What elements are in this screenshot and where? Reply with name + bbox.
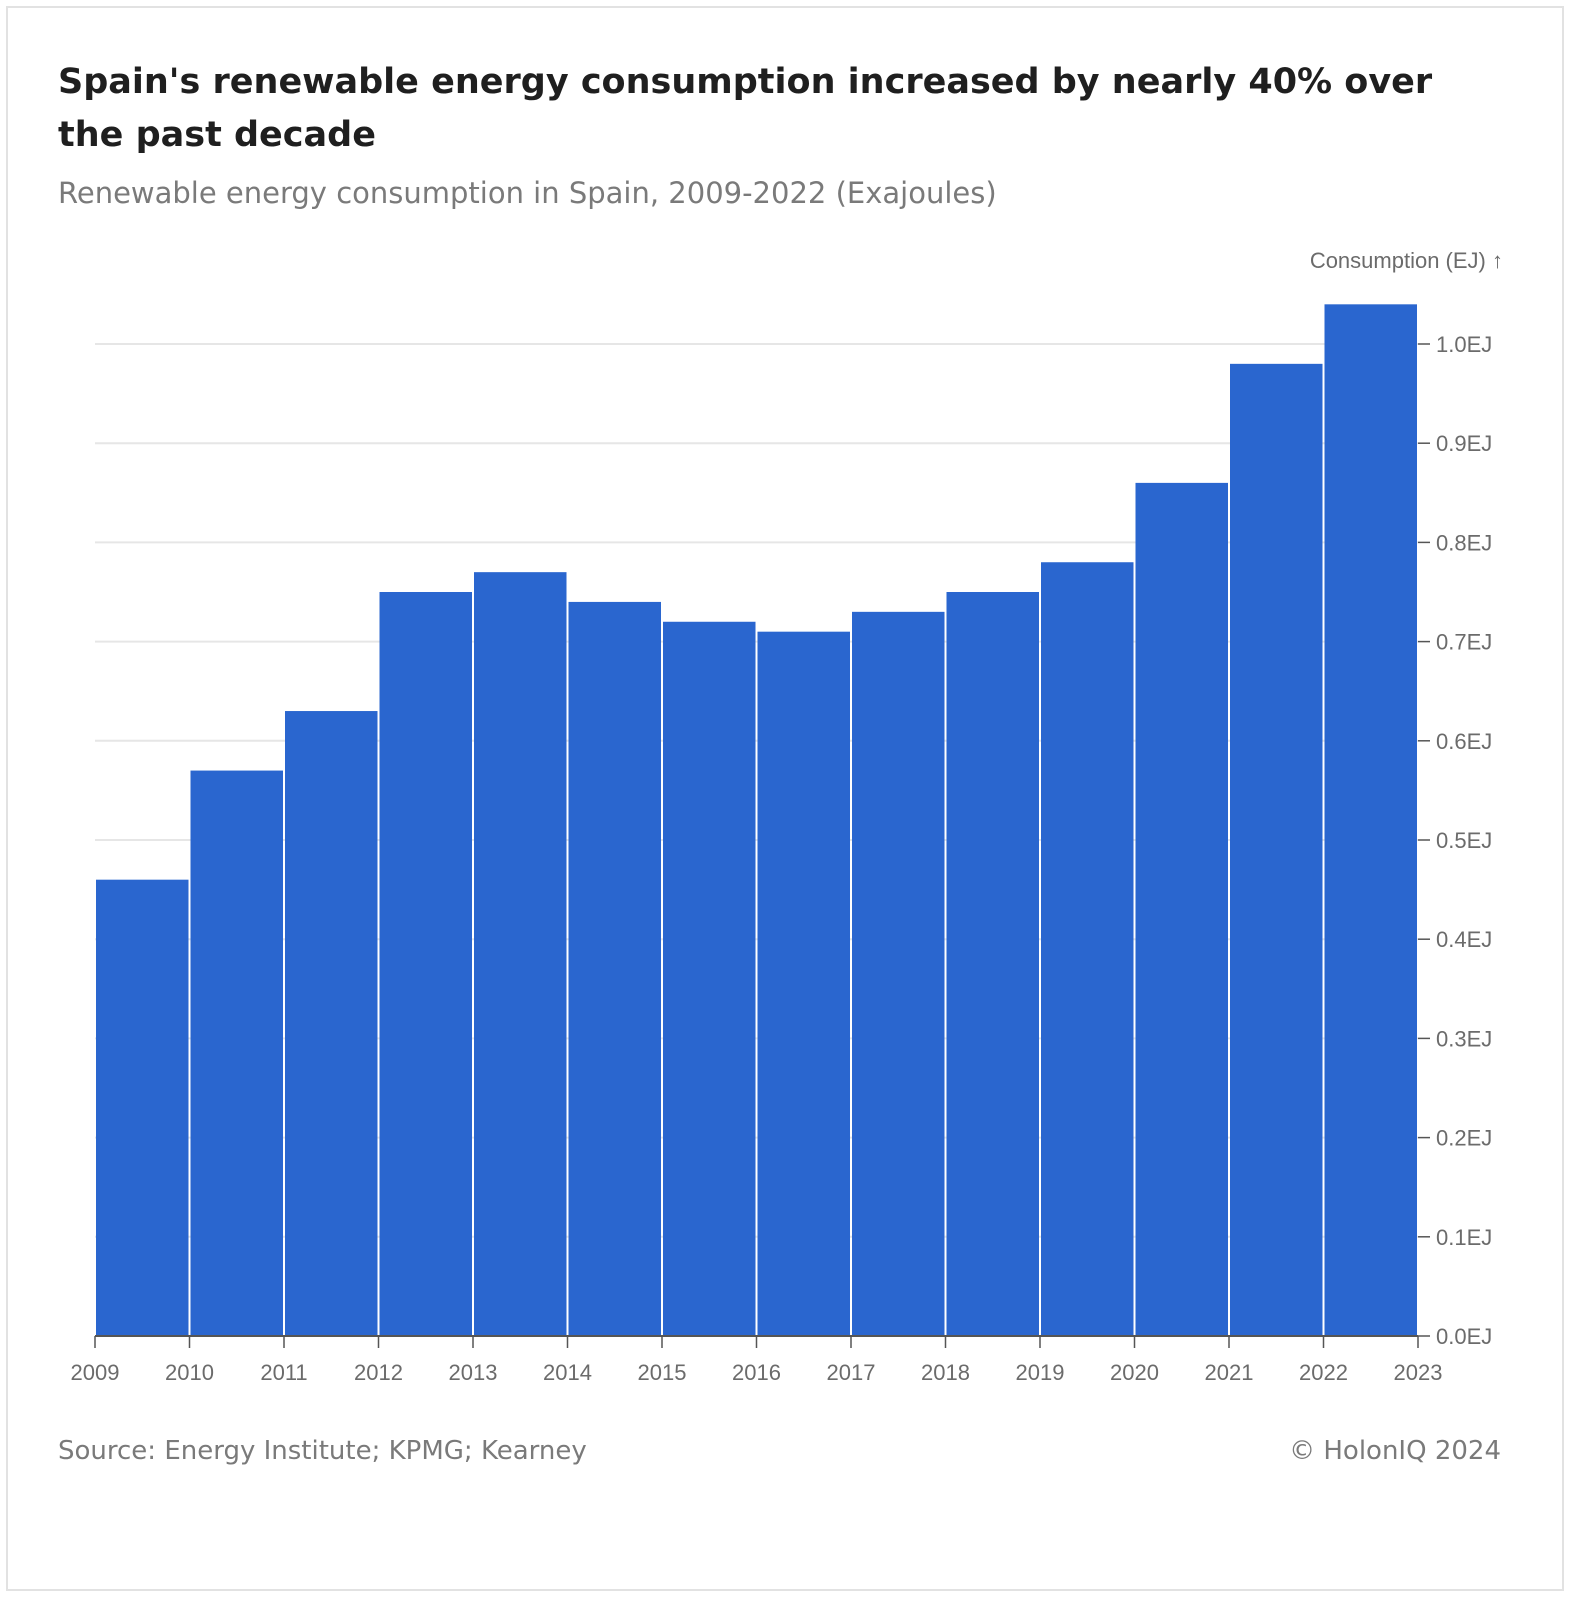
y-tick-label: 0.4EJ: [1436, 927, 1492, 952]
x-tick-label: 2016: [732, 1360, 781, 1385]
x-tick-label: 2022: [1299, 1360, 1348, 1385]
bar-2012: [379, 592, 472, 1336]
chart-title: Spain's renewable energy consumption inc…: [58, 62, 1433, 155]
bar-2018: [946, 592, 1039, 1336]
bar-2017: [852, 611, 945, 1336]
bar-2019: [1041, 562, 1134, 1336]
y-tick-label: 0.6EJ: [1436, 729, 1492, 754]
bar-2015: [663, 621, 756, 1336]
x-tick-label: 2023: [1394, 1360, 1443, 1385]
x-tick-label: 2020: [1110, 1360, 1159, 1385]
y-tick-label: 0.3EJ: [1436, 1026, 1492, 1051]
bar-2020: [1135, 482, 1228, 1336]
y-tick-label: 0.9EJ: [1436, 431, 1492, 456]
x-tick-label: 2018: [921, 1360, 970, 1385]
bar-2013: [474, 572, 567, 1336]
y-tick-label: 0.7EJ: [1436, 630, 1492, 655]
y-tick-label: 0.1EJ: [1436, 1225, 1492, 1250]
copyright-note: © HolonIQ 2024: [1289, 1436, 1501, 1466]
x-tick-label: 2012: [354, 1360, 403, 1385]
x-tick-label: 2019: [1016, 1360, 1065, 1385]
source-note: Source: Energy Institute; KPMG; Kearney: [58, 1436, 587, 1466]
chart-subtitle: Renewable energy consumption in Spain, 2…: [58, 176, 997, 210]
bar-2009: [96, 879, 189, 1336]
y-tick-label: 1.0EJ: [1436, 332, 1492, 357]
x-tick-label: 2017: [827, 1360, 876, 1385]
bar-2011: [285, 711, 378, 1336]
x-tick-label: 2021: [1205, 1360, 1254, 1385]
x-tick-label: 2011: [260, 1360, 307, 1385]
bar-2014: [568, 601, 661, 1336]
x-tick-label: 2013: [449, 1360, 498, 1385]
bar-2021: [1230, 363, 1323, 1337]
x-tick-label: 2010: [165, 1360, 214, 1385]
y-axis-label: Consumption (EJ) ↑: [1310, 248, 1503, 273]
x-tick-label: 2009: [71, 1360, 120, 1385]
y-tick-label: 0.2EJ: [1436, 1126, 1492, 1151]
x-tick-label: 2014: [543, 1360, 592, 1385]
y-tick-label: 0.8EJ: [1436, 530, 1492, 555]
bar-2022: [1324, 304, 1417, 1336]
bar-2010: [190, 770, 283, 1336]
bar-2016: [757, 631, 850, 1336]
y-tick-label: 0.5EJ: [1436, 828, 1492, 853]
y-tick-label: 0.0EJ: [1436, 1324, 1492, 1349]
x-tick-label: 2015: [638, 1360, 687, 1385]
